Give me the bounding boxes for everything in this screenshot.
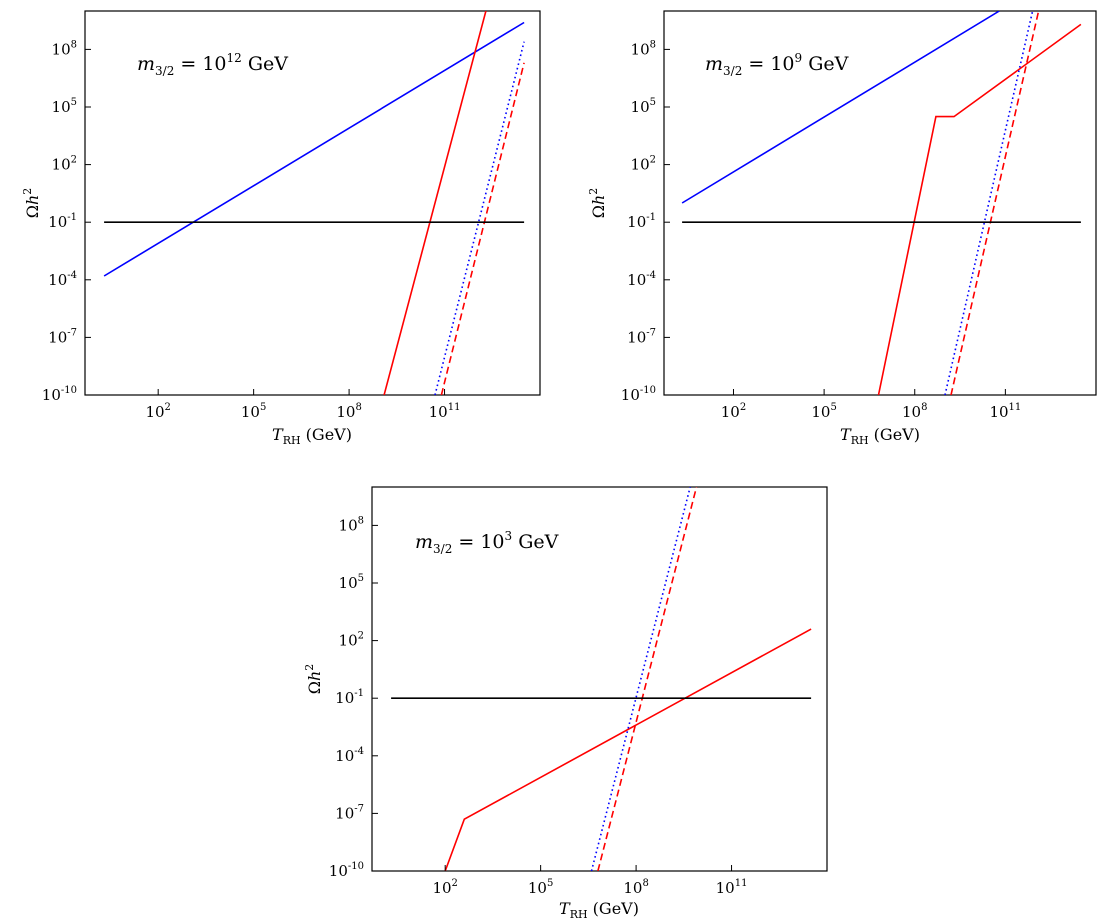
series-lines bbox=[103, 11, 525, 395]
series-dotted-0000ff-2 bbox=[434, 41, 525, 395]
y-ticks: 10-10 10-7 10-4 10-1 102 105 108 bbox=[621, 39, 670, 404]
mass-annotation: m3/2 = 103 GeV bbox=[415, 529, 559, 556]
x-tick-label: 102 bbox=[145, 402, 170, 421]
x-tick-label: 1011 bbox=[716, 878, 748, 897]
series-lines bbox=[391, 487, 812, 871]
x-ticks: 102 105 108 1011 bbox=[145, 389, 460, 421]
y-tick-label: 102 bbox=[52, 155, 77, 174]
series-lines bbox=[681, 11, 1082, 395]
x-tick-label: 1011 bbox=[989, 402, 1021, 421]
series-dotted-0000ff-1 bbox=[590, 487, 691, 871]
series-solid-ff0000-1 bbox=[877, 23, 1082, 395]
series-solid-ff0000-1 bbox=[383, 11, 487, 395]
x-tick-label: 102 bbox=[721, 402, 746, 421]
x-axis-label: TRH (GeV) bbox=[272, 425, 352, 447]
series-dashed-ff0000-3 bbox=[950, 11, 1040, 395]
x-tick-label: 102 bbox=[432, 878, 457, 897]
y-tick-label: 102 bbox=[339, 631, 364, 650]
series-dashed-ff0000-2 bbox=[597, 487, 698, 871]
x-axis-label: TRH (GeV) bbox=[559, 899, 639, 920]
y-tick-label: 102 bbox=[631, 155, 656, 174]
x-tick-label: 105 bbox=[528, 878, 553, 897]
y-ticks: 10-10 10-7 10-4 10-1 102 105 108 bbox=[42, 39, 91, 404]
y-ticks: 10-10 10-7 10-4 10-1 102 105 108 bbox=[329, 515, 378, 880]
y-tick-label: 10-1 bbox=[627, 212, 656, 231]
x-axis-label: TRH (GeV) bbox=[840, 425, 920, 447]
y-tick-label: 108 bbox=[631, 39, 656, 58]
plot-frame bbox=[371, 486, 828, 872]
y-tick-label: 10-4 bbox=[48, 270, 77, 289]
y-axis-label: Ωh2 bbox=[21, 188, 42, 219]
y-tick-label: 108 bbox=[52, 39, 77, 58]
x-tick-label: 108 bbox=[902, 402, 927, 421]
y-tick-label: 10-10 bbox=[621, 385, 656, 404]
panel-m32-1e3: 102 105 108 1011 10-10 10-7 10-4 10-1 102 105 108… bbox=[303, 486, 828, 920]
panel-m32-1e9: 102 105 108 1011 10-10 10-7 10-4 10-1 102 105 108… bbox=[587, 10, 1097, 447]
series-dashed-ff0000-3 bbox=[440, 62, 525, 395]
y-tick-label: 10-4 bbox=[335, 746, 364, 765]
y-tick-label: 10-4 bbox=[627, 270, 656, 289]
x-tick-label: 108 bbox=[336, 402, 361, 421]
y-tick-label: 105 bbox=[52, 97, 77, 116]
y-tick-label: 108 bbox=[339, 515, 364, 534]
y-tick-label: 105 bbox=[339, 573, 364, 592]
y-tick-label: 10-10 bbox=[42, 385, 77, 404]
y-axis-label: Ωh2 bbox=[587, 188, 608, 219]
x-ticks: 102 105 108 1011 bbox=[432, 865, 747, 897]
mass-annotation: m3/2 = 109 GeV bbox=[705, 51, 849, 78]
series-solid-ff0000-0 bbox=[444, 628, 812, 871]
x-tick-label: 108 bbox=[623, 878, 648, 897]
panel-m32-1e12: 102 105 108 1011 10-10 10-7 10-4 10-1 102 105 108… bbox=[21, 10, 541, 447]
x-tick-label: 105 bbox=[811, 402, 836, 421]
series-solid-0000ff-0 bbox=[103, 21, 525, 277]
plot-frame bbox=[84, 10, 541, 396]
y-tick-label: 10-7 bbox=[335, 803, 364, 822]
y-tick-label: 10-10 bbox=[329, 861, 364, 880]
x-tick-label: 1011 bbox=[429, 402, 461, 421]
y-axis-label: Ωh2 bbox=[303, 664, 324, 695]
series-dotted-0000ff-2 bbox=[944, 11, 1034, 395]
y-tick-label: 10-1 bbox=[48, 212, 77, 231]
mass-annotation: m3/2 = 1012 GeV bbox=[137, 51, 288, 78]
series-solid-0000ff-0 bbox=[681, 11, 1000, 204]
y-tick-label: 10-1 bbox=[335, 688, 364, 707]
x-tick-label: 105 bbox=[241, 402, 266, 421]
plot-frame bbox=[663, 10, 1097, 396]
x-ticks: 102 105 108 1011 bbox=[721, 389, 1021, 421]
y-tick-label: 10-7 bbox=[48, 327, 77, 346]
y-tick-label: 10-7 bbox=[627, 327, 656, 346]
y-tick-label: 105 bbox=[631, 97, 656, 116]
